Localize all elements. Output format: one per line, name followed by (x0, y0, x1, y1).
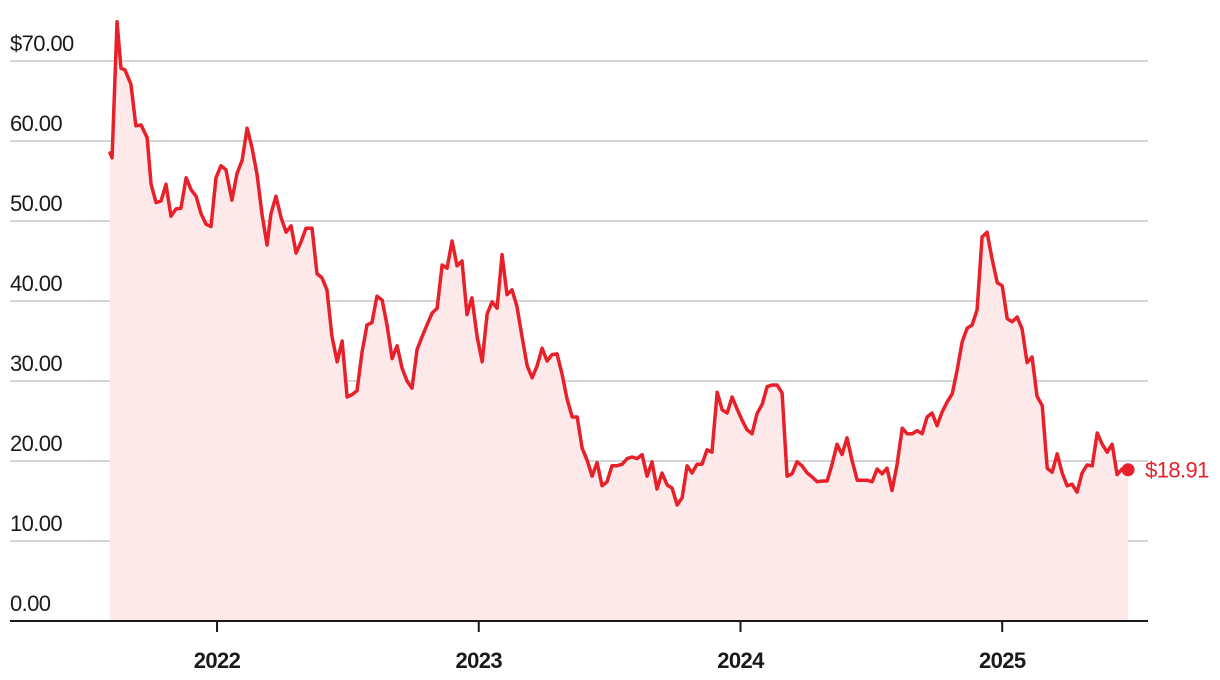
x-tick-label: 2022 (194, 648, 241, 673)
y-tick-label: 40.00 (10, 271, 62, 296)
y-tick-label: 20.00 (10, 431, 62, 456)
y-tick-label: 10.00 (10, 511, 62, 536)
y-tick-label: 0.00 (10, 591, 51, 616)
plot: $18.91 (108, 20, 1210, 622)
y-tick-label: 30.00 (10, 351, 62, 376)
y-tick-label: 60.00 (10, 111, 62, 136)
area (109, 21, 1129, 622)
price-line (108, 20, 1130, 507)
x-tick-label: 2025 (979, 648, 1026, 673)
y-tick-label: $70.00 (10, 31, 74, 56)
end-label: $18.91 (1145, 458, 1209, 483)
y-tick-label: 50.00 (10, 191, 62, 216)
x-tick-label: 2024 (717, 648, 765, 673)
axes: 0.00 10.00 20.00 30.00 40.00 50.00 60.00 $70.00… (10, 31, 1148, 673)
end-dot (1121, 463, 1135, 477)
x-tick-label: 2023 (455, 648, 502, 673)
